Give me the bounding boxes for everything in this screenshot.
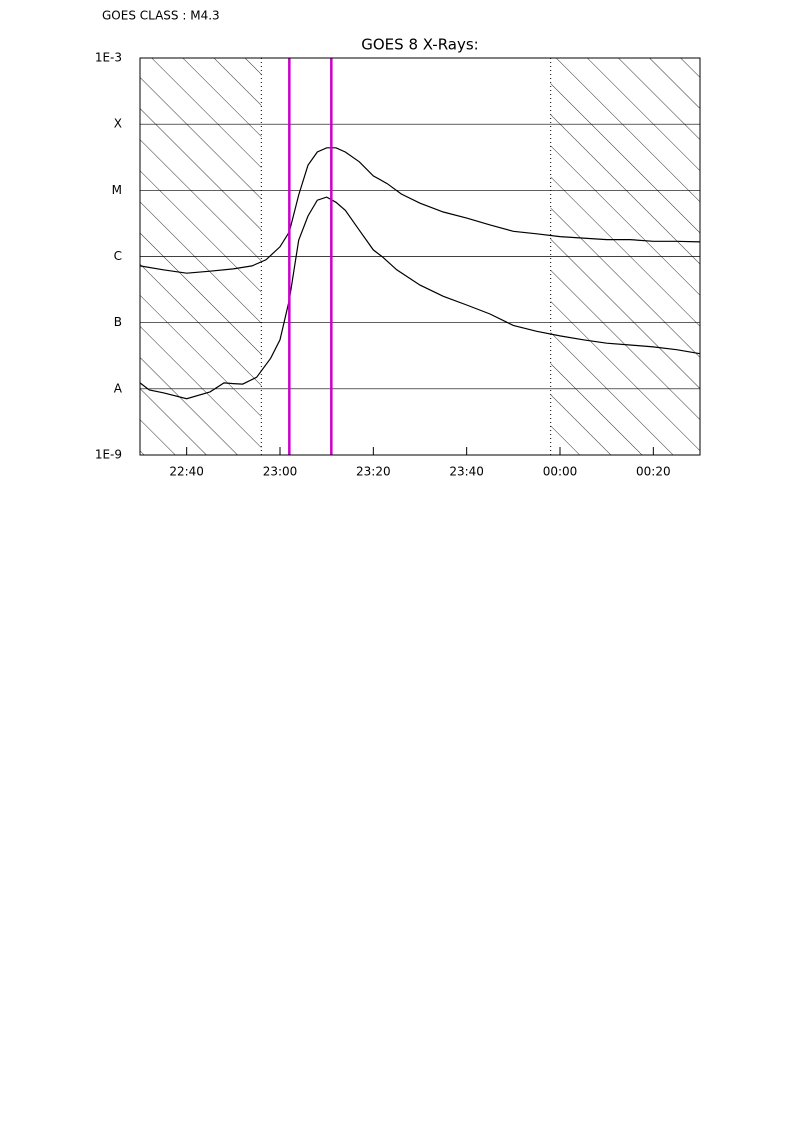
x-tick-label: 00:00 (543, 465, 578, 479)
goes-class: GOES CLASS : M4.3 (102, 9, 220, 23)
y-tick-label: 1E-3 (95, 51, 122, 65)
chart-title: GOES 8 X-Rays: (361, 36, 478, 54)
y-tick-label: A (114, 381, 123, 395)
y-tick-label: X (114, 117, 122, 131)
y-tick-label: C (114, 249, 122, 263)
x-tick-label: 22:40 (169, 465, 204, 479)
y-tick-label: B (114, 315, 122, 329)
x-tick-label: 23:20 (356, 465, 391, 479)
flux-line (139, 147, 701, 274)
y-tick-label: 1E-9 (95, 448, 122, 462)
flux-line (139, 196, 701, 400)
x-tick-label: 23:40 (449, 465, 484, 479)
x-tick-label: 00:20 (636, 465, 671, 479)
plot-frame (139, 57, 701, 456)
y-tick-label: M (112, 183, 122, 197)
x-tick-label: 23:00 (263, 465, 298, 479)
